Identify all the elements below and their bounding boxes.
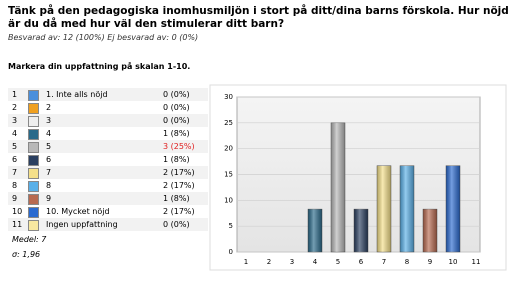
- bar-shine: [331, 122, 345, 252]
- row-result: 1 (8%): [163, 194, 190, 203]
- color-swatch: [28, 155, 39, 166]
- y-tick-label: 15: [224, 171, 233, 179]
- y-tick-label: 20: [224, 145, 233, 153]
- result-row: 1 1. Inte alls nöjd 0 (0%): [8, 88, 208, 101]
- y-tick-label: 5: [229, 222, 233, 230]
- row-label: Ingen uppfattning: [46, 220, 118, 229]
- row-number: 5: [12, 142, 18, 151]
- row-label: 8: [46, 181, 52, 190]
- x-tick-label: 9: [428, 258, 432, 266]
- row-number: 8: [12, 181, 18, 190]
- x-tick-label: 4: [313, 258, 318, 266]
- row-number: 11: [12, 220, 23, 229]
- row-number: 10: [12, 207, 23, 216]
- color-swatch: [28, 220, 39, 231]
- bar-shine: [354, 209, 368, 252]
- x-tick-label: 5: [336, 258, 340, 266]
- row-label: 5: [46, 142, 52, 151]
- y-tick-label: 25: [224, 119, 233, 127]
- row-number: 4: [12, 129, 18, 138]
- row-label: 1. Inte alls nöjd: [46, 90, 108, 99]
- result-row: 7 7 2 (17%): [8, 166, 208, 179]
- row-label: 6: [46, 155, 52, 164]
- result-row: 5 5 3 (25%): [8, 140, 208, 153]
- row-result: 2 (17%): [163, 181, 195, 190]
- row-result: 2 (17%): [163, 168, 195, 177]
- row-label: 9: [46, 194, 52, 203]
- row-label: 2: [46, 103, 52, 112]
- question-title: Tänk på den pedagogiska inomhusmiljön i …: [8, 5, 509, 30]
- row-number: 9: [12, 194, 18, 203]
- row-number: 1: [12, 90, 18, 99]
- color-swatch: [28, 142, 39, 153]
- question-label: Markera din uppfattning på skalan 1-10.: [8, 62, 191, 71]
- x-tick-label: 8: [405, 258, 409, 266]
- row-number: 3: [12, 116, 18, 125]
- result-row: 11 Ingen uppfattning 0 (0%): [8, 218, 208, 231]
- result-row: 2 2 0 (0%): [8, 101, 208, 114]
- row-number: 6: [12, 155, 18, 164]
- color-swatch: [28, 181, 39, 192]
- row-result: 2 (17%): [163, 207, 195, 216]
- row-result: 0 (0%): [163, 220, 190, 229]
- sigma: σ: 1,96: [12, 250, 41, 259]
- bar-shine: [446, 165, 460, 252]
- color-swatch: [28, 207, 39, 218]
- x-tick-label: 3: [290, 258, 294, 266]
- x-tick-label: 10: [449, 258, 458, 266]
- color-swatch: [28, 129, 39, 140]
- y-tick-label: 30: [224, 93, 233, 101]
- mean: Medel: 7: [12, 235, 47, 244]
- row-result: 3 (25%): [163, 142, 195, 151]
- answered-count: Besvarad av: 12 (100%) Ej besvarad av: 0…: [8, 33, 199, 42]
- row-result: 0 (0%): [163, 116, 190, 125]
- result-table: 1 1. Inte alls nöjd 0 (0%) 2 2 0 (0%) 3 3 0 (0%)…: [8, 88, 208, 231]
- row-result: 0 (0%): [163, 103, 190, 112]
- bar-shine: [377, 165, 391, 252]
- row-label: 10. Mycket nöjd: [46, 207, 110, 216]
- color-swatch: [28, 103, 39, 114]
- x-tick-label: 7: [382, 258, 386, 266]
- row-result: 1 (8%): [163, 155, 190, 164]
- result-row: 6 6 1 (8%): [8, 153, 208, 166]
- x-tick-label: 2: [267, 258, 271, 266]
- color-swatch: [28, 168, 39, 179]
- row-label: 3: [46, 116, 52, 125]
- result-row: 10 10. Mycket nöjd 2 (17%): [8, 205, 208, 218]
- color-swatch: [28, 116, 39, 127]
- row-number: 2: [12, 103, 18, 112]
- row-label: 4: [46, 129, 52, 138]
- bar-shine: [423, 209, 437, 252]
- x-tick-label: 11: [472, 258, 481, 266]
- result-row: 4 4 1 (8%): [8, 127, 208, 140]
- y-tick-label: 10: [224, 196, 233, 204]
- y-tick-label: 0: [229, 248, 233, 256]
- bar-shine: [400, 165, 414, 252]
- result-row: 8 8 2 (17%): [8, 179, 208, 192]
- row-label: 7: [46, 168, 52, 177]
- color-swatch: [28, 194, 39, 205]
- x-tick-label: 1: [244, 258, 248, 266]
- row-result: 0 (0%): [163, 90, 190, 99]
- bar-shine: [308, 209, 322, 252]
- row-number: 7: [12, 168, 18, 177]
- row-result: 1 (8%): [163, 129, 190, 138]
- color-swatch: [28, 90, 39, 101]
- result-row: 3 3 0 (0%): [8, 114, 208, 127]
- x-tick-label: 6: [359, 258, 364, 266]
- result-row: 9 9 1 (8%): [8, 192, 208, 205]
